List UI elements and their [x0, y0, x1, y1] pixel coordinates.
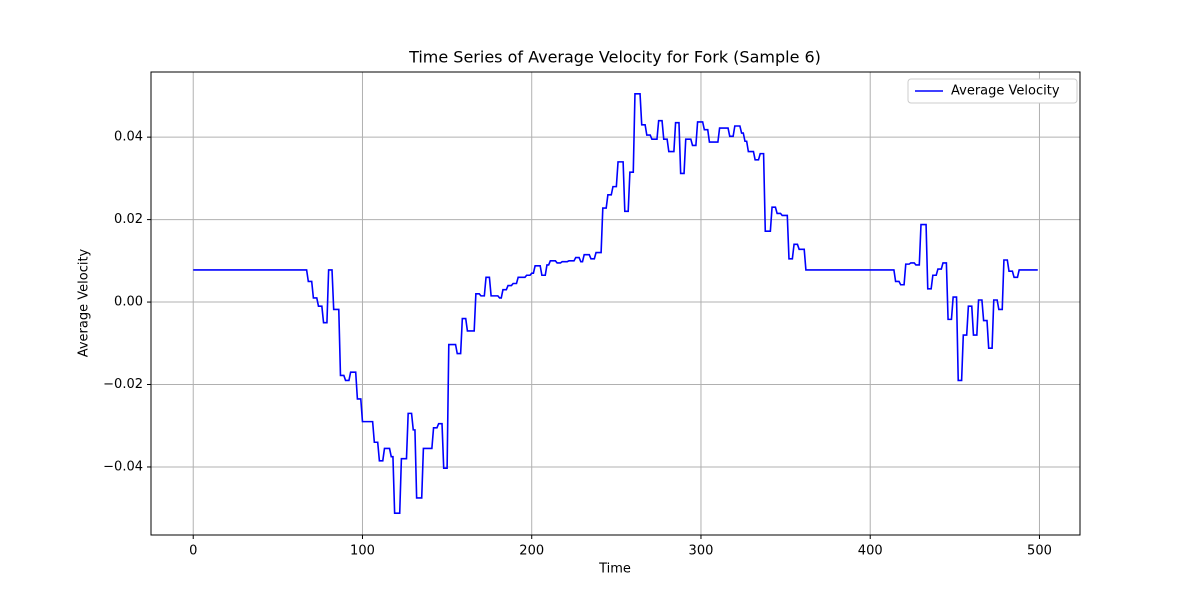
y-tick-label: 0.04: [114, 130, 143, 145]
legend-box: [907, 78, 1078, 104]
y-tick-label: −0.02: [103, 377, 143, 392]
data-line: [193, 93, 1038, 514]
x-tick-label: 300: [689, 544, 714, 559]
legend-label: Average Velocity: [951, 84, 1060, 99]
y-tick-label: 0.02: [114, 212, 143, 227]
y-tick-label: 0.00: [114, 295, 143, 310]
x-tick-label: 0: [189, 544, 197, 559]
plot-frame: [150, 71, 1081, 536]
x-tick-label: 500: [1027, 544, 1052, 559]
y-axis-label: Average Velocity: [77, 248, 92, 357]
x-tick-label: 100: [350, 544, 375, 559]
y-tick-label: −0.04: [103, 459, 143, 474]
chart-title: Time Series of Average Velocity for Fork…: [408, 48, 821, 67]
x-tick-label: 200: [519, 544, 544, 559]
x-axis-label: Time: [598, 562, 631, 577]
x-tick-label: 400: [858, 544, 883, 559]
